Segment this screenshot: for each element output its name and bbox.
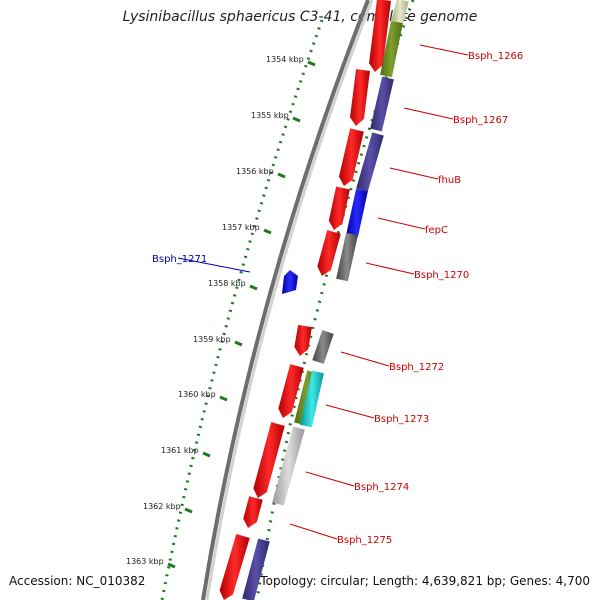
topology-text: Topology: circular; Length: 4,639,821 bp… bbox=[260, 574, 590, 588]
scale-label: 1359 kbp bbox=[193, 335, 231, 344]
cds-arrow bbox=[350, 69, 370, 126]
scale-major-tick bbox=[292, 116, 301, 123]
label-leader-line bbox=[177, 257, 251, 273]
gene-label: Bsph_1267 bbox=[453, 115, 508, 126]
backbone-inner-line bbox=[201, 0, 370, 600]
scale-label: 1360 kbp bbox=[178, 390, 216, 399]
gene-labels: Bsph_1266 Bsph_1267 fhuB fepC Bsph_1270 Bsph_… bbox=[152, 44, 523, 546]
cds-arrow bbox=[253, 422, 285, 498]
scale-label: 1356 kbp bbox=[236, 167, 274, 176]
cog-block-pale bbox=[391, 0, 409, 24]
label-leader-line bbox=[289, 523, 338, 540]
cds-arrow bbox=[328, 186, 350, 230]
label-leader-line bbox=[419, 44, 469, 56]
cds-arrow bbox=[219, 534, 250, 600]
label-leader-line bbox=[377, 217, 426, 230]
label-leader-line bbox=[305, 471, 355, 487]
scale-label: 1357 kbp bbox=[222, 223, 260, 232]
scale-label: 1354 kbp bbox=[266, 55, 304, 64]
cog-block-olive bbox=[380, 20, 403, 78]
cog-block-lightgray bbox=[272, 426, 305, 506]
cds-arrow bbox=[278, 364, 304, 418]
gene-label: Bsph_1275 bbox=[337, 535, 392, 546]
cds-arrow bbox=[317, 230, 341, 276]
cds-arrow bbox=[294, 324, 312, 356]
scale-label: 1361 kbp bbox=[161, 446, 199, 455]
scale-label: 1363 kbp bbox=[126, 557, 164, 566]
scale-ruler bbox=[160, 19, 324, 600]
cog-block-gray bbox=[312, 330, 334, 364]
gene-label: fepC bbox=[425, 225, 448, 236]
gene-label: fhuB bbox=[438, 175, 461, 186]
gene-label: Bsph_1274 bbox=[354, 482, 409, 493]
scale-major-tick bbox=[202, 451, 211, 458]
cog-block-gray bbox=[336, 232, 358, 282]
accession-text: Accession: NC_010382 bbox=[9, 574, 146, 588]
label-leader-line bbox=[403, 107, 454, 120]
scale-major-tick bbox=[184, 507, 193, 514]
scale-major-tick bbox=[219, 395, 228, 402]
scale-label: 1362 kbp bbox=[143, 502, 181, 511]
scale-major-tick bbox=[167, 562, 176, 569]
gene-label: Bsph_1271 bbox=[152, 254, 207, 265]
backbone-outer-line bbox=[205, 0, 374, 600]
cds-arrow bbox=[369, 0, 391, 72]
scale-major-tick bbox=[307, 60, 316, 67]
gene-label: Bsph_1273 bbox=[374, 414, 429, 425]
gene-label: Bsph_1272 bbox=[389, 362, 444, 373]
gene-label: Bsph_1266 bbox=[468, 51, 523, 62]
cog-block-cyan bbox=[300, 370, 324, 428]
scale-major-tick bbox=[234, 340, 243, 347]
scale-label: 1355 kbp bbox=[251, 111, 289, 120]
gene-track bbox=[219, 0, 409, 600]
label-leader-line bbox=[340, 351, 390, 367]
cog-block-purple bbox=[370, 76, 394, 132]
scale-major-tick bbox=[277, 172, 286, 179]
label-leader-line bbox=[389, 167, 439, 180]
scale-layer: 1354 kbp 1355 kbp 1356 kbp 1357 kbp 1358 kbp… bbox=[126, 0, 415, 600]
backbone bbox=[201, 0, 374, 600]
cog-block-purple bbox=[356, 132, 384, 192]
cds-arrow-inner bbox=[282, 270, 298, 294]
cog-block-purple bbox=[242, 538, 270, 600]
label-leader-line bbox=[325, 404, 375, 419]
scale-major-tick bbox=[249, 284, 258, 291]
scale-label: 1358 kbp bbox=[208, 279, 246, 288]
cds-arrow bbox=[338, 128, 364, 186]
scale-major-tick bbox=[263, 228, 272, 235]
gene-label: Bsph_1270 bbox=[414, 270, 469, 281]
cds-arrow bbox=[243, 496, 263, 528]
label-leader-line bbox=[365, 262, 415, 275]
cog-block-blue bbox=[346, 188, 368, 238]
